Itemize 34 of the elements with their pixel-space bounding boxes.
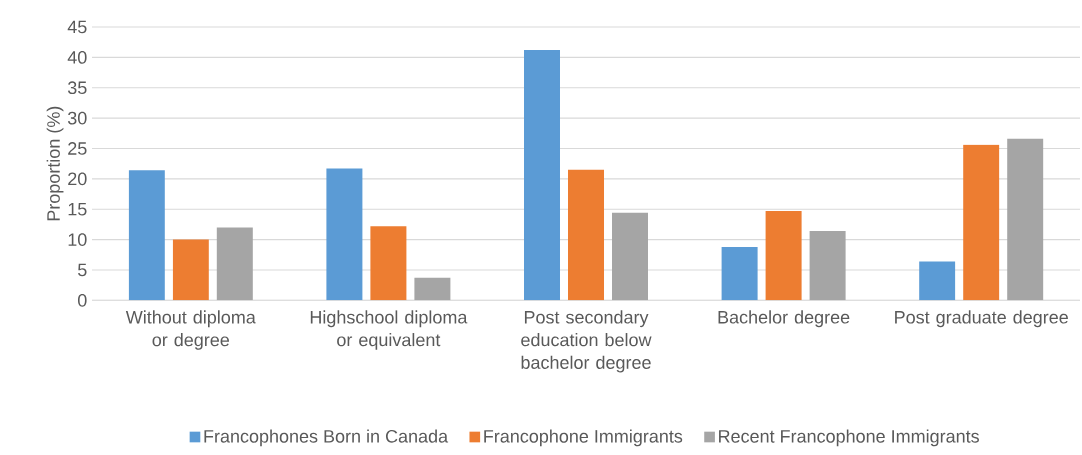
bar [216,227,253,301]
y-tick-label: 25 [68,142,87,155]
bar [809,231,846,301]
bar [414,277,451,301]
bar [919,261,956,301]
x-tick-label: Bachelor degree [718,310,850,328]
x-tick-label: Without diploma or degree [125,310,256,350]
y-tick-label: 40 [67,51,87,64]
y-tick-label: 5 [77,263,87,277]
x-tick-label: Highschool diploma or equivalent [310,310,468,350]
bar [128,170,165,301]
y-tick-label: 30 [67,111,87,125]
legend-label: Francophone Immigrants [484,429,683,447]
bar [370,226,407,301]
y-axis-title: Proportion (%) [46,106,64,221]
y-tick-label: 35 [67,81,87,95]
legend-label: Francophones Born in Canada [204,429,449,447]
y-tick-label: 0 [77,293,87,307]
legend-label: Recent Francophone Immigrants [719,429,979,447]
y-tick-label: 20 [68,172,87,186]
bar [765,211,802,301]
bar [326,168,363,301]
y-tick-label: 15 [68,202,87,216]
y-tick-label: 45 [67,20,87,34]
bar [524,50,560,301]
bar [963,144,1000,301]
y-tick-label: 10 [68,233,87,246]
bar [568,169,604,301]
x-tick-label: Post graduate degree [895,310,1068,328]
x-tick-label: Post secondary education below bachelor degree [521,310,652,373]
bar [1007,138,1044,301]
bar [172,239,209,301]
bar [721,246,758,301]
bar [612,212,648,301]
